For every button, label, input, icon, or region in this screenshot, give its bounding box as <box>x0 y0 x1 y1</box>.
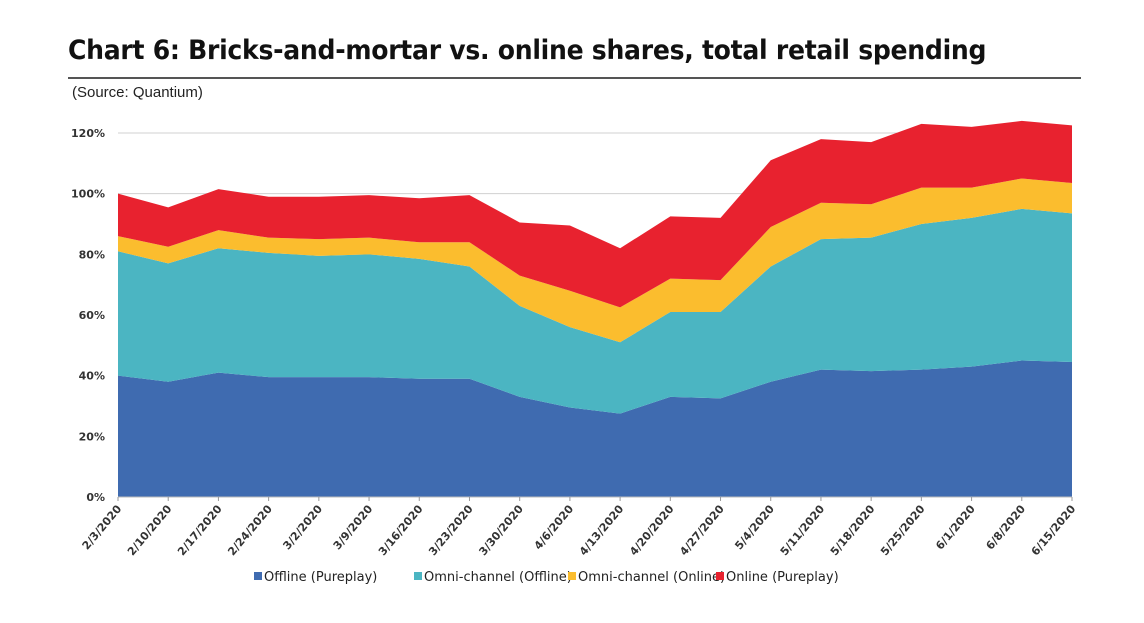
x-tick-label: 2/10/2020 <box>125 502 175 558</box>
x-tick-label: 4/27/2020 <box>677 502 727 558</box>
x-tick-label: 3/16/2020 <box>376 502 426 558</box>
legend-swatch <box>414 572 422 580</box>
y-tick-label: 120% <box>71 127 105 140</box>
legend-label: Omni-channel (Offline) <box>424 570 572 585</box>
legend-swatch <box>568 572 576 580</box>
legend-label: Omni-channel (Online) <box>578 570 725 585</box>
y-tick-label: 80% <box>79 248 105 261</box>
x-tick-label: 2/17/2020 <box>175 502 225 558</box>
y-tick-label: 40% <box>79 370 105 383</box>
area-series-3 <box>118 120 1072 308</box>
x-tick-label: 3/9/2020 <box>331 502 376 552</box>
legend-swatch <box>254 572 262 580</box>
x-tick-label: 5/25/2020 <box>878 502 928 558</box>
y-tick-label: 100% <box>71 188 105 201</box>
x-tick-label: 6/15/2020 <box>1029 502 1079 558</box>
legend-swatch <box>716 572 724 580</box>
x-tick-label: 3/23/2020 <box>426 502 476 558</box>
title-divider <box>68 77 1081 79</box>
y-tick-label: 20% <box>79 430 105 443</box>
x-tick-label: 5/4/2020 <box>732 502 777 552</box>
x-tick-label: 5/18/2020 <box>828 502 878 558</box>
x-tick-label: 6/8/2020 <box>983 502 1028 552</box>
area-series-0 <box>118 360 1072 497</box>
x-tick-label: 4/20/2020 <box>627 502 677 558</box>
legend-label: Offline (Pureplay) <box>264 570 377 585</box>
x-tick-label: 2/3/2020 <box>80 502 125 552</box>
x-tick-label: 4/13/2020 <box>577 502 627 558</box>
x-tick-label: 3/2/2020 <box>280 502 325 552</box>
x-tick-label: 3/30/2020 <box>476 502 526 558</box>
x-tick-label: 4/6/2020 <box>532 502 577 552</box>
legend-label: Online (Pureplay) <box>726 570 839 585</box>
x-tick-label: 5/11/2020 <box>778 502 828 558</box>
y-tick-label: 0% <box>86 491 105 504</box>
chart-title: Chart 6: Bricks-and-mortar vs. online sh… <box>68 35 987 66</box>
chart-subtitle: (Source: Quantium) <box>72 84 203 101</box>
area-series-2 <box>118 178 1072 343</box>
x-tick-label: 2/24/2020 <box>225 502 275 558</box>
x-tick-label: 6/1/2020 <box>933 502 978 552</box>
y-tick-label: 60% <box>79 309 105 322</box>
area-series-1 <box>118 208 1072 414</box>
